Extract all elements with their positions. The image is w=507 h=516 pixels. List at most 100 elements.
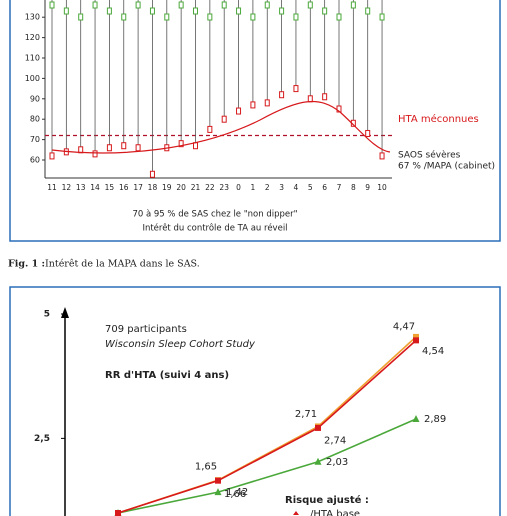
x-tick-label: 9 xyxy=(365,183,370,192)
systolic-marker xyxy=(207,13,213,21)
x-tick-label: 2 xyxy=(265,183,270,192)
diastolic-marker xyxy=(264,99,270,107)
x-tick-label: 23 xyxy=(219,183,229,192)
y-tick-label: 120 xyxy=(25,33,40,42)
systolic-marker xyxy=(322,7,328,15)
point xyxy=(215,477,221,484)
x-tick-label: 8 xyxy=(351,183,356,192)
value-label: 1,65 xyxy=(195,462,217,473)
x-tick-label: 20 xyxy=(176,183,186,192)
axis-arrow xyxy=(61,307,69,318)
systolic-marker xyxy=(63,7,69,15)
systolic-marker xyxy=(135,1,141,9)
legend-title: Risque ajusté : xyxy=(285,494,369,506)
x-tick-label: 13 xyxy=(76,183,86,192)
value-label: 1,42 xyxy=(226,487,248,498)
y-tick-label: 110 xyxy=(25,54,40,63)
x-tick-label: 4 xyxy=(294,183,299,192)
x-tick-label: 11 xyxy=(47,183,57,192)
diastolic-marker xyxy=(49,152,55,160)
value-label: 2,71 xyxy=(295,409,317,420)
title: RR d'HTA (suivi 4 ans) xyxy=(105,370,229,381)
title: 709 participants xyxy=(105,324,187,335)
figure1-frame xyxy=(9,0,501,242)
value-label: 4,54 xyxy=(422,346,444,357)
diastolic-marker xyxy=(121,142,127,150)
systolic-marker xyxy=(379,13,385,21)
x-tick-label: 14 xyxy=(90,183,100,192)
x-tick-label: 10 xyxy=(377,183,387,192)
label-mapa: 67 % /MAPA (cabinet) xyxy=(398,162,495,172)
x-tick-label: 21 xyxy=(191,183,201,192)
point xyxy=(314,457,322,465)
diastolic-marker xyxy=(336,105,342,113)
systolic-marker xyxy=(279,7,285,15)
value-label: 4,47 xyxy=(393,321,415,332)
caption-label: Fig. 1 : xyxy=(8,259,45,270)
point xyxy=(413,337,419,344)
diastolic-marker xyxy=(207,125,213,133)
x-tick-label: 22 xyxy=(205,183,215,192)
diastolic-marker xyxy=(236,107,242,115)
systolic-marker xyxy=(193,7,198,15)
x-tick-label: 12 xyxy=(62,183,72,192)
x-tick-label: 16 xyxy=(119,183,129,192)
note: 70 à 95 % de SAS chez le "non dipper" xyxy=(132,210,297,220)
label-saos: SAOS sévères xyxy=(398,150,461,161)
y-tick-label: 5 xyxy=(44,310,50,320)
x-tick-label: 19 xyxy=(162,183,172,192)
point xyxy=(115,510,121,516)
x-tick-label: 17 xyxy=(133,183,143,192)
value-label: 2,03 xyxy=(326,457,348,468)
systolic-marker xyxy=(221,1,227,9)
systolic-marker xyxy=(49,1,55,9)
diastolic-marker xyxy=(149,170,155,178)
diastolic-marker xyxy=(221,115,227,123)
legend-marker xyxy=(293,511,299,515)
x-tick-label: 5 xyxy=(308,183,313,192)
series-line xyxy=(117,336,417,514)
y-tick-label: 100 xyxy=(25,74,40,83)
diastolic-marker xyxy=(92,150,98,158)
systolic-marker xyxy=(149,7,155,15)
x-tick-label: 15 xyxy=(105,183,115,192)
systolic-marker xyxy=(121,13,127,21)
diastolic-marker xyxy=(279,91,285,99)
x-tick-label: 7 xyxy=(337,183,342,192)
caption-text: Intérêt de la MAPA dans le SAS. xyxy=(45,259,200,270)
x-tick-label: 3 xyxy=(279,183,284,192)
systolic-marker xyxy=(78,13,84,21)
series-line xyxy=(117,339,417,514)
diastolic-marker xyxy=(250,101,256,109)
systolic-marker xyxy=(350,1,356,9)
systolic-marker xyxy=(293,13,299,21)
y-tick-label: 80 xyxy=(30,115,40,124)
y-tick-label: 2,5 xyxy=(34,434,50,444)
figure2: 2,5 5 1,42 2,03 2,89 1,66 2,74 4,54 1,65 2,71 4,47… xyxy=(34,310,446,516)
systolic-marker xyxy=(92,1,98,9)
systolic-marker xyxy=(250,13,256,21)
systolic-marker xyxy=(236,7,242,15)
x-tick-label: 0 xyxy=(236,183,241,192)
diastolic-marker xyxy=(365,129,371,137)
diastolic-marker xyxy=(379,152,385,160)
y-tick-label: 90 xyxy=(30,94,40,103)
diastolic-marker xyxy=(135,144,141,152)
figure2-frame xyxy=(9,286,501,516)
diastolic-marker xyxy=(307,95,313,103)
systolic-marker xyxy=(365,7,371,15)
label-hta: HTA méconnues xyxy=(398,113,479,125)
point xyxy=(413,333,419,340)
systolic-marker xyxy=(336,13,342,21)
systolic-marker xyxy=(264,1,270,9)
diastolic-marker xyxy=(322,93,328,101)
y-tick-label: 60 xyxy=(30,156,40,165)
systolic-marker xyxy=(164,13,170,21)
y-tick-label: 130 xyxy=(25,13,40,22)
diastolic-marker xyxy=(178,140,184,148)
value-label: 2,89 xyxy=(424,414,446,425)
y-tick-label: 70 xyxy=(30,135,40,144)
